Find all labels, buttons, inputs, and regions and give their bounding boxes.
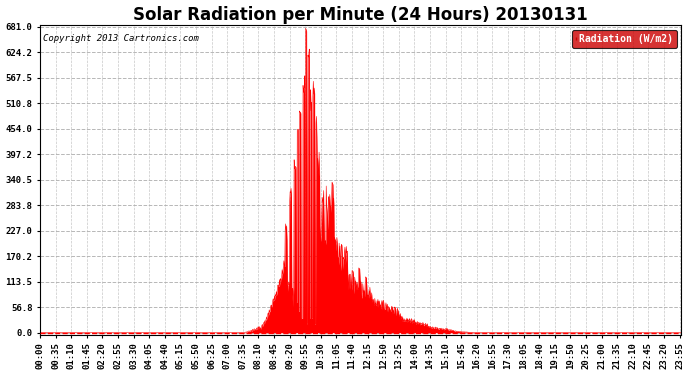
Title: Solar Radiation per Minute (24 Hours) 20130131: Solar Radiation per Minute (24 Hours) 20… [133, 6, 588, 24]
Legend: Radiation (W/m2): Radiation (W/m2) [572, 30, 677, 48]
Text: Copyright 2013 Cartronics.com: Copyright 2013 Cartronics.com [43, 34, 199, 44]
